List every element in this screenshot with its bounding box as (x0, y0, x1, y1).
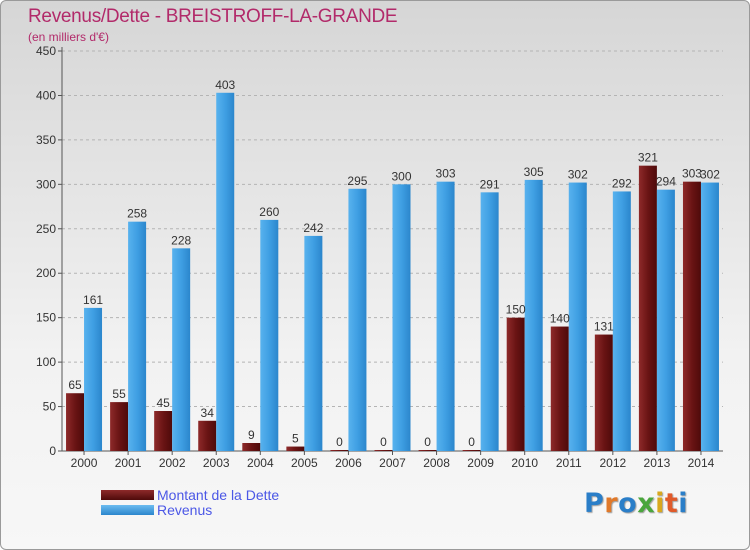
bar-revenue (480, 192, 499, 452)
data-label-revenue: 260 (259, 205, 279, 219)
data-label-debt: 321 (638, 151, 658, 165)
bar-debt (682, 181, 701, 451)
bar-debt (154, 411, 173, 451)
x-tick-label: 2014 (688, 456, 715, 470)
x-tick-label: 2005 (291, 456, 318, 470)
data-label-debt: 0 (380, 435, 387, 449)
bar-debt (66, 393, 85, 451)
data-label-debt: 34 (201, 406, 215, 420)
x-tick-label: 2007 (379, 456, 406, 470)
bar-revenue (216, 92, 235, 452)
y-tick-label: 100 (36, 355, 56, 369)
data-label-revenue: 161 (83, 293, 103, 307)
bar-debt (242, 443, 261, 451)
data-label-debt: 131 (594, 320, 614, 334)
data-label-debt: 0 (424, 435, 431, 449)
bar-revenue (656, 189, 675, 451)
y-tick-label: 300 (36, 177, 56, 191)
data-label-revenue: 295 (347, 174, 367, 188)
bar-debt (418, 450, 437, 451)
x-tick-label: 2013 (644, 456, 671, 470)
legend-label-revenue: Revenus (157, 502, 213, 518)
data-label-revenue: 292 (612, 176, 632, 190)
chart-subtitle: (en milliers d'€) (28, 30, 109, 44)
y-tick-label: 50 (43, 400, 57, 414)
data-label-debt: 9 (248, 428, 255, 442)
bar-debt (374, 450, 393, 451)
y-tick-label: 450 (36, 44, 56, 58)
data-label-revenue: 303 (436, 167, 456, 181)
bar-revenue (568, 182, 587, 452)
data-label-revenue: 305 (524, 165, 544, 179)
legend-label-debt: Montant de la Dette (157, 487, 280, 503)
bars (66, 92, 719, 452)
data-label-debt: 65 (68, 378, 82, 392)
bar-revenue (128, 221, 147, 451)
bar-revenue (436, 181, 455, 451)
data-label-debt: 0 (336, 435, 343, 449)
bar-debt (286, 446, 305, 451)
data-label-debt: 0 (468, 435, 475, 449)
bar-revenue (304, 235, 323, 451)
data-label-debt: 45 (156, 396, 170, 410)
bar-debt (506, 317, 525, 451)
x-tick-label: 2004 (247, 456, 274, 470)
bar-debt (638, 165, 657, 451)
bar-revenue (392, 184, 411, 452)
bar-debt (594, 334, 613, 451)
x-tick-label: 2006 (335, 456, 362, 470)
y-tick-label: 0 (49, 444, 56, 458)
data-label-debt: 150 (506, 303, 526, 317)
bar-debt (198, 420, 217, 451)
bar-revenue (84, 307, 103, 451)
legend-item-revenue: Revenus (101, 502, 213, 518)
bar-debt (110, 402, 129, 451)
bar-debt (330, 450, 349, 451)
legend-item-debt: Montant de la Dette (101, 487, 280, 503)
bar-revenue (700, 182, 719, 452)
data-label-debt: 55 (112, 387, 126, 401)
data-label-debt: 5 (292, 432, 299, 446)
x-tick-label: 2009 (467, 456, 494, 470)
proxiti-logo: Proxiti (584, 488, 689, 519)
data-label-revenue: 242 (303, 221, 323, 235)
y-tick-label: 350 (36, 133, 56, 147)
data-label-revenue: 300 (391, 169, 411, 183)
data-label-revenue: 258 (127, 207, 147, 221)
legend-swatch-debt (101, 490, 154, 500)
value-labels: 65 161 55 258 45 228 34 403 9 260 5 242 0 295 0 300 0 303… (68, 78, 720, 449)
data-label-revenue: 302 (568, 168, 588, 182)
data-label-revenue: 291 (480, 177, 500, 191)
y-tick-label: 250 (36, 222, 56, 236)
bar-revenue (172, 248, 191, 451)
data-label-revenue: 228 (171, 233, 191, 247)
x-tick-label: 2001 (115, 456, 142, 470)
bar-debt (462, 450, 481, 451)
data-label-revenue: 294 (656, 175, 676, 189)
data-label-debt: 303 (682, 167, 702, 181)
y-tick-label: 200 (36, 266, 56, 280)
legend-swatch-revenue (101, 505, 154, 515)
x-tick-label: 2012 (599, 456, 626, 470)
bar-revenue (348, 188, 367, 451)
x-tick-label: 2008 (423, 456, 450, 470)
y-tick-label: 400 (36, 88, 56, 102)
data-label-debt: 140 (550, 312, 570, 326)
x-tick-label: 2000 (71, 456, 98, 470)
bar-revenue (612, 191, 631, 451)
data-label-revenue: 302 (700, 168, 720, 182)
chart-title: Revenus/Dette - BREISTROFF-LA-GRANDE (28, 6, 398, 27)
x-tick-label: 2003 (203, 456, 230, 470)
y-tick-label: 150 (36, 311, 56, 325)
bar-revenue (260, 219, 279, 451)
x-tick-label: 2011 (556, 456, 582, 470)
data-label-revenue: 403 (215, 78, 235, 92)
bar-debt (550, 326, 569, 451)
x-tick-label: 2010 (511, 456, 538, 470)
bar-revenue (524, 179, 543, 451)
x-tick-label: 2002 (159, 456, 186, 470)
